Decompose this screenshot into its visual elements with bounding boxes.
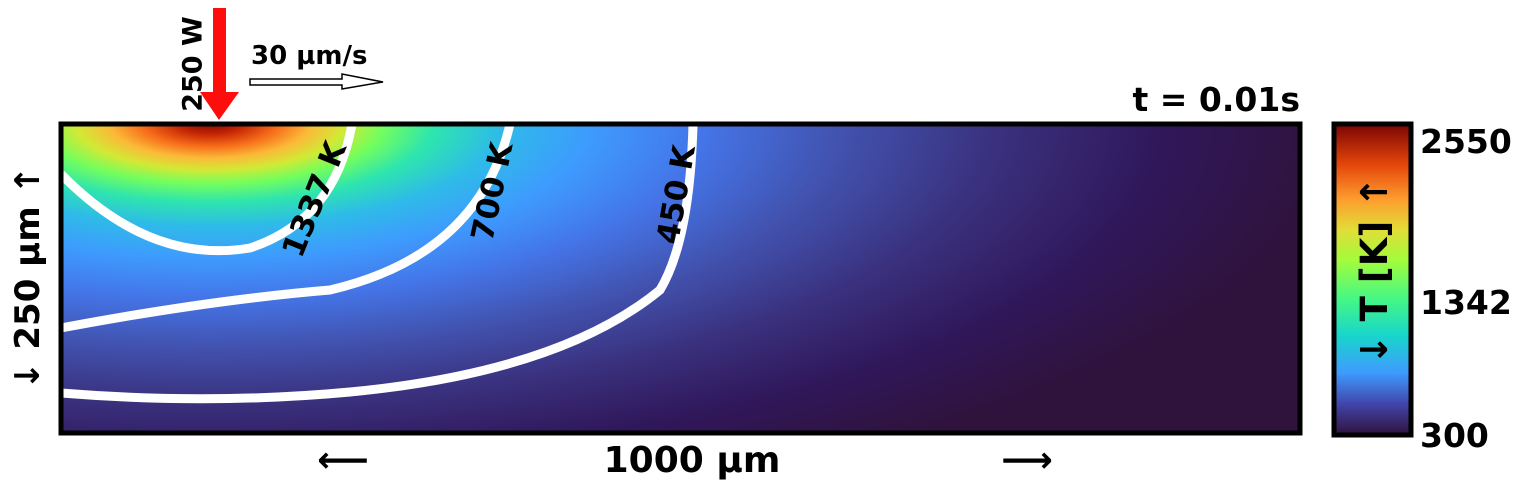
- laser-arrow-icon: [200, 8, 239, 120]
- colorbar-gradient: [1331, 121, 1414, 438]
- scan-speed-label: 30 µm/s: [251, 41, 367, 71]
- x-arrow-left: ⟵: [317, 440, 369, 481]
- x-extent-label: 1000 µm: [604, 440, 781, 481]
- y-arrow-down: ↓: [8, 361, 48, 390]
- isotherm-contours: [61, 124, 698, 404]
- laser-power-label: 250 W: [178, 16, 209, 112]
- plot-area: 1337 K 700 K 450 K: [58, 121, 1303, 436]
- scan-direction-arrow-icon: [249, 73, 384, 90]
- x-arrow-right: ⟶: [1001, 440, 1053, 481]
- plot-frame: [58, 121, 1303, 436]
- colorbar-tick-mid: 1342: [1420, 283, 1512, 322]
- colorbar-arrow-down: ↓: [1353, 334, 1396, 365]
- colorbar-label: ↓ T [K] ↑: [1353, 177, 1396, 365]
- y-extent-value: 250 µm: [8, 206, 48, 349]
- contour-1337: [61, 124, 357, 256]
- colorbar-tick-min: 300: [1420, 416, 1489, 455]
- colorbar-tick-max: 2550: [1420, 122, 1512, 161]
- y-arrow-up: ↑: [8, 166, 48, 195]
- colorbar-title: T [K]: [1353, 221, 1396, 322]
- contour-450: [61, 124, 698, 404]
- contour-700: [61, 124, 515, 333]
- colorbar: ↓ T [K] ↑ 2550 1342 300: [1331, 121, 1512, 455]
- colorbar-arrow-up: ↑: [1353, 177, 1396, 208]
- y-extent-label: ↓ 250 µm ↑: [8, 166, 48, 390]
- temperature-field: [61, 124, 1300, 433]
- time-label: t = 0.01s: [1133, 80, 1300, 119]
